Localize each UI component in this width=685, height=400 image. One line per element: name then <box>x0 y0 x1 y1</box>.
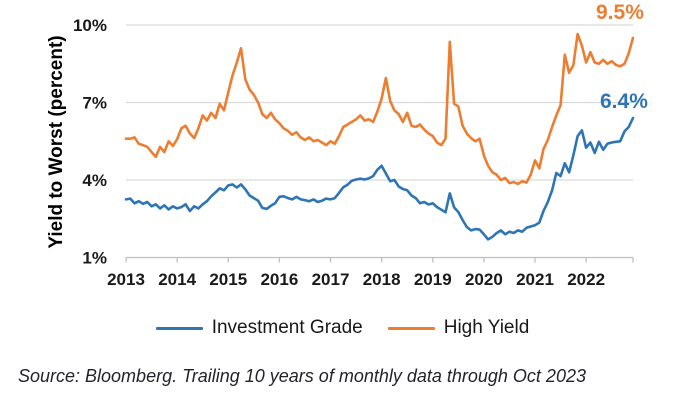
legend: Investment Grade High Yield <box>0 316 685 340</box>
legend-label-investment-grade: Investment Grade <box>211 317 363 338</box>
investment-grade-end-value-label: 6.4% <box>600 90 648 113</box>
x-tick-label: 2018 <box>363 270 401 289</box>
x-tick-label: 2020 <box>465 270 503 289</box>
y-axis-title: Yield to Worst (percent) <box>46 35 67 249</box>
x-tick-label: 2022 <box>567 270 605 289</box>
legend-item-investment-grade: Investment Grade <box>155 317 363 339</box>
x-tick-label: 2017 <box>312 270 350 289</box>
x-tick-label: 2021 <box>516 270 554 289</box>
high-yield-line <box>124 32 635 186</box>
source-text: Source: Bloomberg. Trailing 10 years of … <box>18 366 586 386</box>
y-tick-label: 7% <box>82 94 107 113</box>
x-tick-label: 2013 <box>107 270 145 289</box>
y-tick-label: 4% <box>82 171 107 190</box>
x-tick-label: 2014 <box>158 270 196 289</box>
y-tick-label: 10% <box>73 16 107 35</box>
legend-item-high-yield: High Yield <box>387 317 530 339</box>
x-tick-label: 2016 <box>260 270 298 289</box>
high-yield-end-value-label: 9.5% <box>596 1 644 24</box>
investment-grade-line <box>124 116 635 241</box>
x-tick-label: 2015 <box>209 270 247 289</box>
high-yield-line-swatch-icon <box>387 326 435 330</box>
chart-plot-area: 10% 7% 4% 1%2013 2014 2015 2016 2017 2018 2019 202… <box>73 16 635 289</box>
x-tick-label: 2019 <box>414 270 452 289</box>
legend-label-high-yield: High Yield <box>443 317 530 338</box>
y-tick-label: 1% <box>82 249 107 268</box>
investment-grade-line-swatch-icon <box>155 326 203 330</box>
